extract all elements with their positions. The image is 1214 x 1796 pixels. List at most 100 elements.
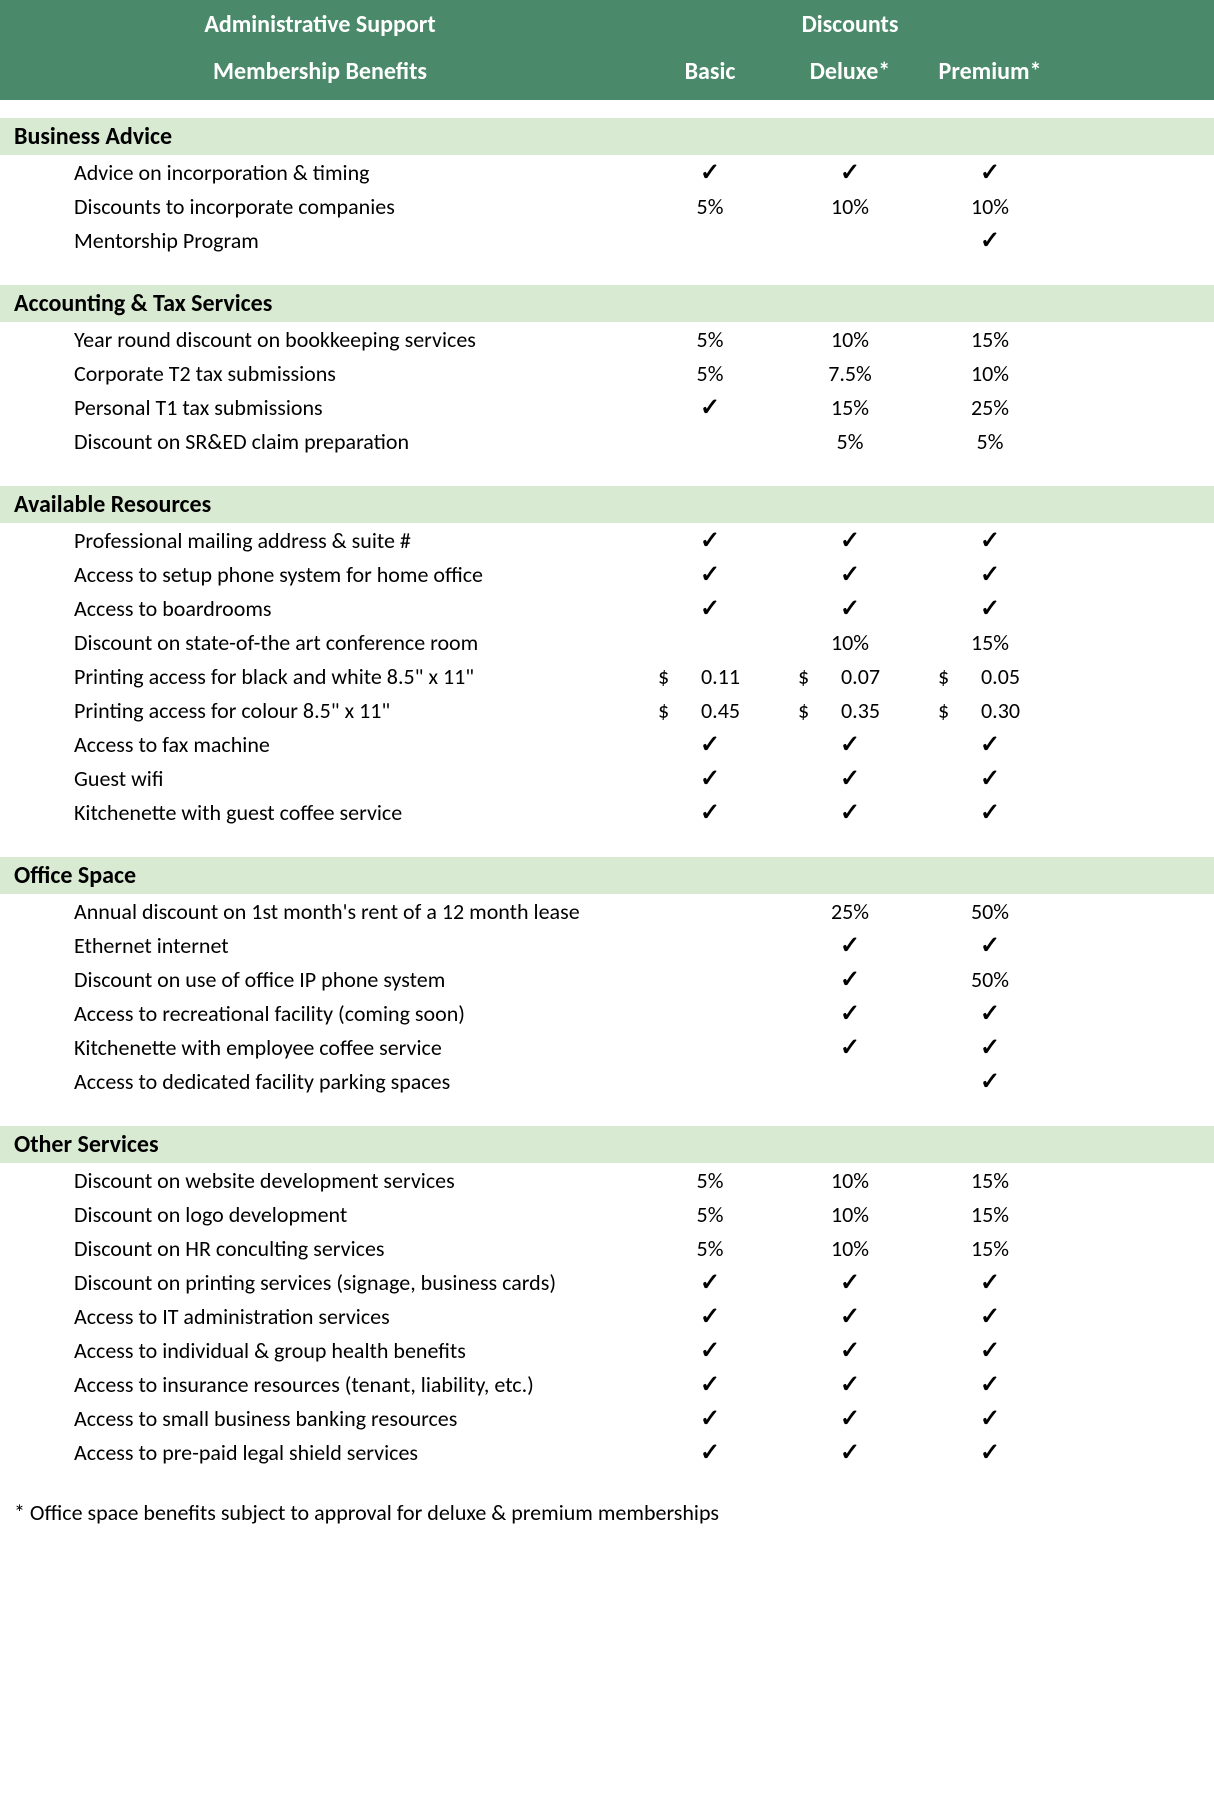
- row-cell: 5%: [640, 193, 780, 220]
- check-icon: [700, 731, 720, 758]
- row-cell: [780, 764, 920, 793]
- row-cell: [640, 393, 780, 422]
- table-row: Kitchenette with employee coffee service: [0, 1030, 1214, 1064]
- section-header: Accounting & Tax Services: [0, 285, 1214, 322]
- row-cell: [780, 1370, 920, 1399]
- section-header: Business Advice: [0, 118, 1214, 155]
- table-row: Discount on website development services…: [0, 1163, 1214, 1197]
- table-header: Administrative Support Discounts Members…: [0, 0, 1214, 100]
- row-label: Kitchenette with guest coffee service: [0, 799, 640, 826]
- row-label: Printing access for colour 8.5" x 11": [0, 697, 640, 724]
- check-icon: [840, 1337, 860, 1364]
- row-cell: [920, 526, 1060, 555]
- check-icon: [840, 1371, 860, 1398]
- check-icon: [700, 527, 720, 554]
- row-cell: [640, 158, 780, 187]
- check-icon: [980, 595, 1000, 622]
- row-cell: 25%: [780, 898, 920, 925]
- check-icon: [840, 765, 860, 792]
- check-icon: [840, 159, 860, 186]
- row-cell: [920, 226, 1060, 255]
- currency-symbol: $: [938, 697, 968, 724]
- row-cell: [920, 1438, 1060, 1467]
- row-cell: [780, 1438, 920, 1467]
- row-label: Kitchenette with employee coffee service: [0, 1034, 640, 1061]
- row-cell: [640, 1404, 780, 1433]
- row-cell: [640, 526, 780, 555]
- check-icon: [980, 1068, 1000, 1095]
- row-cell: [920, 1404, 1060, 1433]
- row-cell: 5%: [780, 428, 920, 455]
- row-label: Access to insurance resources (tenant, l…: [0, 1371, 640, 1398]
- row-cell: [780, 965, 920, 994]
- row-cell: [640, 730, 780, 759]
- row-label: Access to setup phone system for home of…: [0, 561, 640, 588]
- header-col-premium: Premium*: [920, 57, 1060, 86]
- check-icon: [980, 765, 1000, 792]
- row-label: Corporate T2 tax submissions: [0, 360, 640, 387]
- row-cell: [780, 798, 920, 827]
- table-row: Discount on state-of-the art conference …: [0, 625, 1214, 659]
- check-icon: [700, 1337, 720, 1364]
- check-icon: [700, 765, 720, 792]
- row-cell: [780, 1404, 920, 1433]
- row-cell: 10%: [780, 1167, 920, 1194]
- row-label: Access to small business banking resourc…: [0, 1405, 640, 1432]
- row-label: Personal T1 tax submissions: [0, 394, 640, 421]
- table-row: Access to dedicated facility parking spa…: [0, 1064, 1214, 1098]
- check-icon: [980, 932, 1000, 959]
- row-cell: [920, 560, 1060, 589]
- row-cell: 15%: [920, 326, 1060, 353]
- check-icon: [980, 799, 1000, 826]
- price-amount: 0.07: [828, 663, 902, 690]
- check-icon: [980, 527, 1000, 554]
- row-cell: 5%: [640, 1235, 780, 1262]
- row-cell: 10%: [780, 629, 920, 656]
- check-icon: [980, 227, 1000, 254]
- table-row: Access to insurance resources (tenant, l…: [0, 1367, 1214, 1401]
- table-row: Access to boardrooms: [0, 591, 1214, 625]
- row-cell: [640, 1336, 780, 1365]
- row-cell: [780, 1033, 920, 1062]
- check-icon: [840, 966, 860, 993]
- row-label: Access to individual & group health bene…: [0, 1337, 640, 1364]
- row-label: Discount on logo development: [0, 1201, 640, 1228]
- row-cell: 25%: [920, 394, 1060, 421]
- price-amount: 0.30: [968, 697, 1042, 724]
- check-icon: [840, 595, 860, 622]
- row-cell: 5%: [640, 326, 780, 353]
- check-icon: [840, 527, 860, 554]
- table-row: Discount on logo development5%10%15%: [0, 1197, 1214, 1231]
- row-label: Access to boardrooms: [0, 595, 640, 622]
- table-row: Access to small business banking resourc…: [0, 1401, 1214, 1435]
- row-cell: 15%: [920, 1235, 1060, 1262]
- row-label: Access to IT administration services: [0, 1303, 640, 1330]
- currency-symbol: $: [798, 697, 828, 724]
- table-row: Access to IT administration services: [0, 1299, 1214, 1333]
- table-row: Access to individual & group health bene…: [0, 1333, 1214, 1367]
- row-cell: 50%: [920, 966, 1060, 993]
- price-amount: 0.11: [688, 663, 762, 690]
- currency-symbol: $: [658, 697, 688, 724]
- currency-symbol: $: [658, 663, 688, 690]
- row-cell: [920, 1067, 1060, 1096]
- check-icon: [980, 1269, 1000, 1296]
- check-icon: [700, 159, 720, 186]
- row-cell: 50%: [920, 898, 1060, 925]
- table-row: Mentorship Program: [0, 223, 1214, 257]
- check-icon: [980, 1371, 1000, 1398]
- row-cell: [780, 730, 920, 759]
- row-label: Professional mailing address & suite #: [0, 527, 640, 554]
- table-row: Professional mailing address & suite #: [0, 523, 1214, 557]
- row-label: Discount on printing services (signage, …: [0, 1269, 640, 1296]
- row-label: Discount on state-of-the art conference …: [0, 629, 640, 656]
- table-row: Discounts to incorporate companies5%10%1…: [0, 189, 1214, 223]
- row-cell: [920, 1268, 1060, 1297]
- row-cell: [920, 158, 1060, 187]
- row-cell: 15%: [780, 394, 920, 421]
- check-icon: [980, 1303, 1000, 1330]
- check-icon: [980, 1000, 1000, 1027]
- table-row: Discount on SR&ED claim preparation5%5%: [0, 424, 1214, 458]
- row-label: Mentorship Program: [0, 227, 640, 254]
- check-icon: [840, 1303, 860, 1330]
